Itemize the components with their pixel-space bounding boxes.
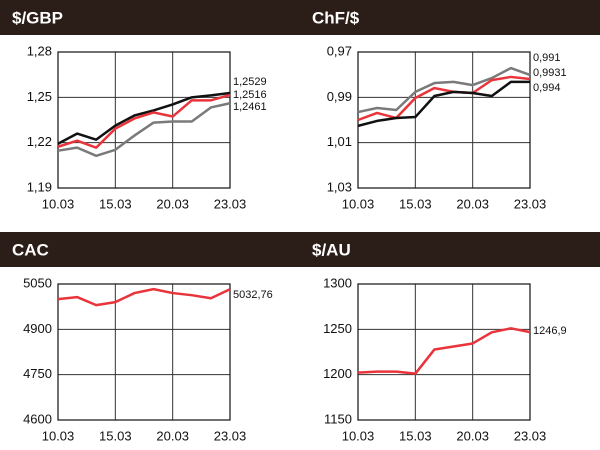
x-tick-label: 23.03	[514, 196, 547, 211]
y-tick-label: 0,99	[327, 89, 352, 104]
x-tick-label: 15.03	[99, 428, 132, 443]
y-tick-label: 4750	[23, 366, 52, 381]
x-tick-label: 10.03	[42, 196, 75, 211]
y-tick-label: 1300	[323, 275, 352, 290]
x-tick-label: 20.03	[456, 428, 489, 443]
line-series	[357, 66, 531, 114]
x-tick-label: 20.03	[156, 196, 189, 211]
annotation: 1,2516	[233, 89, 267, 101]
y-tick-label: 1,01	[327, 134, 352, 149]
x-tick-label: 20.03	[156, 428, 189, 443]
annotation: 1,2461	[233, 101, 267, 113]
x-tick-label: 23.03	[214, 428, 247, 443]
line-series	[357, 75, 531, 122]
annotation: 1246,9	[533, 325, 567, 337]
y-tick-label: 1,22	[27, 134, 52, 149]
line-series	[57, 287, 231, 307]
line-series	[57, 91, 231, 145]
plot-frame	[57, 51, 231, 189]
y-tick-label: 1150	[324, 411, 352, 426]
y-tick-label: 0,97	[327, 43, 352, 58]
panel-header	[0, 0, 300, 35]
y-tick-label: 4900	[23, 321, 52, 336]
x-tick-label: 23.03	[214, 196, 247, 211]
line-series	[57, 93, 231, 149]
plot-frame	[57, 283, 231, 421]
y-tick-label: 1,25	[27, 89, 52, 104]
annotation: 5032,76	[233, 289, 273, 301]
panel-header	[300, 0, 600, 35]
annotation: 1,2529	[233, 76, 267, 88]
y-tick-label: 1250	[323, 321, 352, 336]
y-tick-label: 1200	[323, 366, 352, 381]
y-tick-label: 1,19	[27, 179, 52, 194]
y-tick-label: 4600	[23, 411, 52, 426]
annotation: 0,991	[533, 52, 561, 64]
annotation: 0,994	[533, 82, 561, 94]
x-tick-label: 20.03	[456, 196, 489, 211]
line-series	[357, 80, 530, 128]
y-tick-label: 1,03	[327, 179, 352, 194]
x-tick-label: 15.03	[399, 428, 432, 443]
line-series	[357, 327, 531, 375]
panel-header	[300, 232, 600, 267]
annotation: 0,9931	[533, 67, 567, 79]
x-tick-label: 10.03	[42, 428, 75, 443]
plot-frame	[357, 283, 531, 421]
line-series	[57, 102, 231, 158]
x-tick-label: 23.03	[514, 428, 547, 443]
y-tick-label: 1,28	[27, 43, 52, 58]
x-tick-label: 10.03	[342, 196, 375, 211]
y-tick-label: 5050	[23, 275, 52, 290]
panel-title: $/GBP	[12, 8, 63, 27]
x-tick-label: 15.03	[99, 196, 132, 211]
panel-title: $/AU	[312, 240, 351, 259]
panel-title: ChF/$	[312, 8, 360, 27]
x-tick-label: 15.03	[399, 196, 432, 211]
panel-title: CAC	[12, 240, 49, 259]
panel-header	[0, 232, 300, 267]
x-tick-label: 10.03	[342, 428, 375, 443]
